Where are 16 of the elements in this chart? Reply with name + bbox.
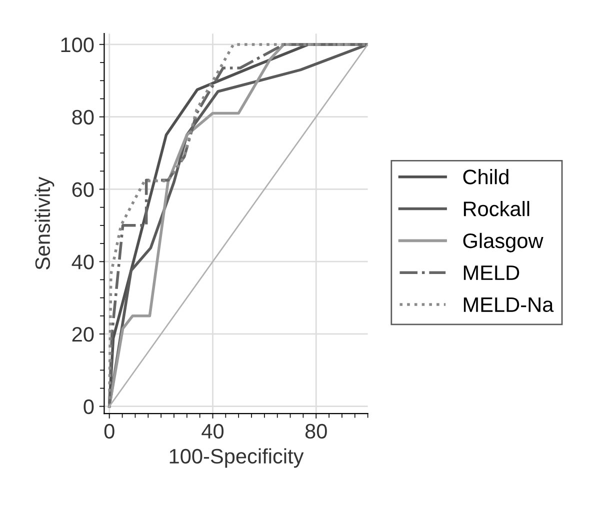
x-tick-label: 0: [104, 424, 114, 439]
y-tick-label: 0: [84, 399, 94, 414]
y-tick-label: 40: [72, 254, 94, 270]
y-tick-label: 60: [72, 182, 94, 197]
x-axis-title: 100-Specificity: [170, 448, 304, 468]
legend-label: Glasgow: [463, 232, 544, 252]
y-tick-label: 100: [61, 37, 94, 52]
x-tick-label: 80: [305, 424, 327, 439]
y-tick-label: 20: [72, 326, 94, 342]
x-tick-label: 40: [202, 424, 224, 439]
legend-label: Rockall: [464, 200, 530, 216]
legend-label: MELD-Na: [464, 298, 554, 312]
y-tick-label: 80: [72, 110, 94, 125]
legend-label: Child: [463, 169, 508, 184]
y-axis-title: Sensitivity: [34, 176, 54, 270]
legend-label: MELD: [464, 266, 520, 280]
